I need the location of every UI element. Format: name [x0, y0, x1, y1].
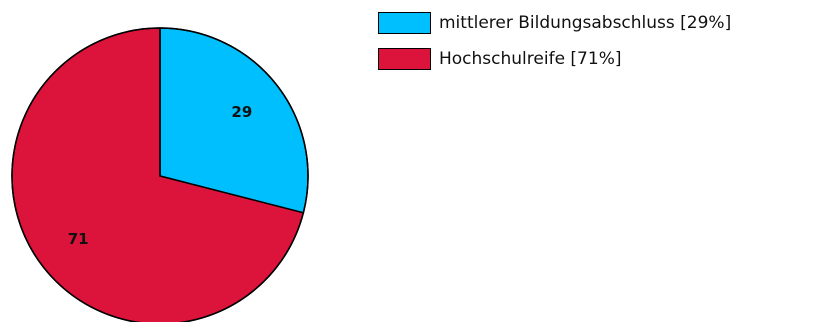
legend-swatch-mittlerer-bildungsabschluss: [378, 12, 431, 34]
pie-outline: [11, 27, 309, 322]
pie-slice-label-0: 29: [231, 103, 252, 121]
legend-label-mittlerer-bildungsabschluss: mittlerer Bildungsabschluss [29%]: [439, 13, 732, 33]
legend-item-mittlerer-bildungsabschluss: mittlerer Bildungsabschluss [29%]: [378, 10, 731, 36]
legend-item-hochschulreife: Hochschulreife [71%]: [378, 46, 731, 72]
pie-chart: 29 71: [11, 27, 309, 322]
chart-legend: mittlerer Bildungsabschluss [29%] Hochsc…: [378, 10, 731, 82]
legend-swatch-hochschulreife: [378, 48, 431, 70]
pie-slice-label-1: 71: [68, 230, 89, 248]
legend-label-hochschulreife: Hochschulreife [71%]: [439, 49, 622, 69]
